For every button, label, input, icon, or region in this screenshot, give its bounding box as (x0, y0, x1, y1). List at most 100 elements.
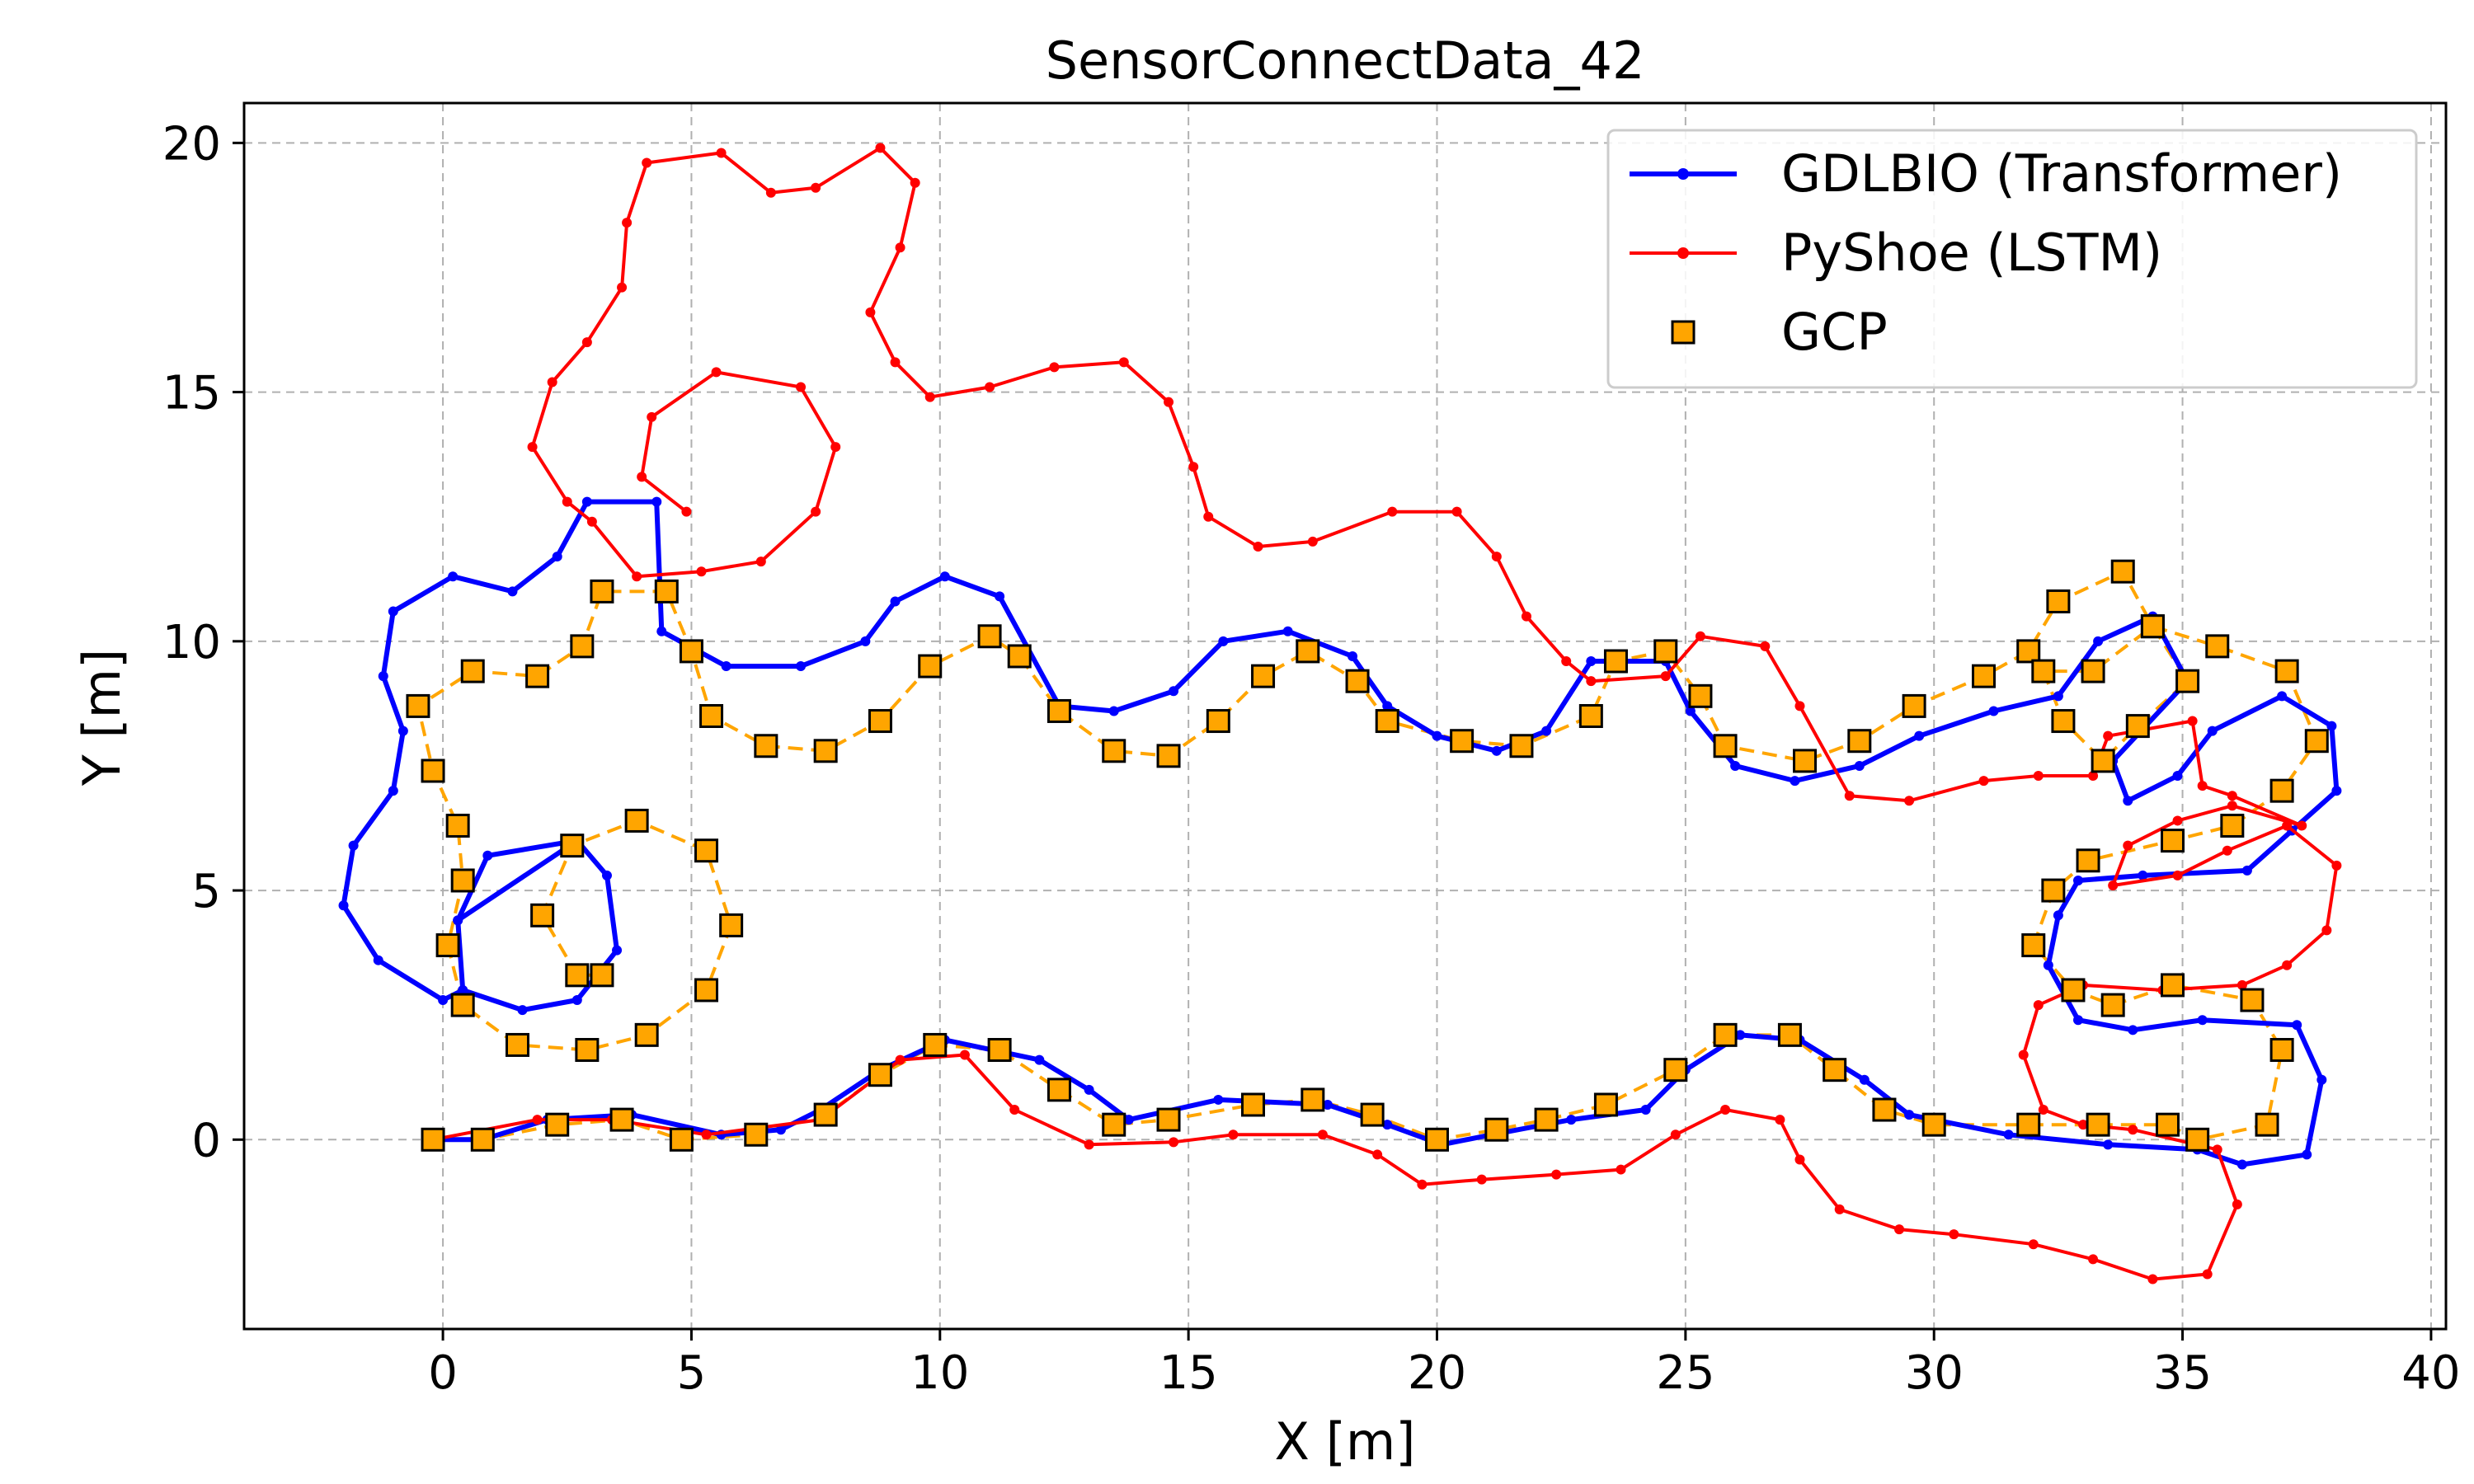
legend-marker-gdlbio (1677, 168, 1689, 180)
gcp-point (1823, 1058, 1847, 1082)
gdlbio-point (651, 496, 662, 507)
pyshoe-point (865, 307, 876, 317)
pyshoe-point (1228, 1129, 1239, 1140)
y-tick-label: 15 (162, 367, 221, 420)
gdlbio-point (2053, 910, 2063, 921)
gcp-point (2205, 634, 2230, 659)
gcp-point (868, 1063, 892, 1087)
gdlbio-point (1382, 701, 1393, 711)
pyshoe-point (617, 282, 628, 293)
pyshoe-point (1894, 1224, 1905, 1235)
gcp-point (754, 734, 778, 758)
gcp-point (1251, 664, 1276, 688)
gcp-point (1509, 734, 1534, 758)
pyshoe-point (586, 516, 597, 527)
gcp-point (1206, 709, 1230, 734)
pyshoe-point (2033, 1000, 2044, 1011)
pyshoe-point (2187, 716, 2198, 726)
pyshoe-point (1169, 1137, 1179, 1148)
gdlbio-point (612, 945, 623, 956)
gcp-point (560, 834, 585, 858)
pyshoe-point (2331, 860, 2342, 871)
pyshoe-point (985, 382, 995, 392)
gdlbio-point (1123, 1115, 1134, 1125)
gdlbio-point (860, 636, 871, 646)
gcp-point (2061, 978, 2086, 1003)
gcp-point (505, 1032, 529, 1057)
gcp-point (2100, 993, 2125, 1017)
gcp-point (1653, 639, 1678, 664)
pyshoe-point (716, 148, 727, 158)
gcp-point (2304, 729, 2329, 754)
gdlbio-point (1988, 706, 1999, 716)
gdlbio-point (1586, 656, 1597, 667)
gdlbio-point (1566, 1115, 1577, 1125)
gdlbio-point (2103, 1139, 2114, 1150)
gcp-point (2091, 749, 2115, 773)
pyshoe-point (562, 496, 572, 507)
gdlbio-point (2241, 865, 2252, 876)
gcp-point (669, 1127, 694, 1152)
gcp-point (1777, 1022, 1802, 1047)
gcp-point (2269, 1037, 2294, 1062)
pyshoe-point (637, 472, 647, 482)
gcp-point (2046, 589, 2071, 613)
gcp-point (2269, 778, 2294, 803)
gdlbio-point (397, 726, 408, 736)
gdlbio-point (458, 984, 468, 995)
pyshoe-point (1317, 1129, 1328, 1140)
pyshoe-point (2108, 881, 2119, 891)
pyshoe-point (642, 157, 652, 168)
gdlbio-point (388, 786, 398, 796)
pyshoe-point (2088, 771, 2099, 782)
gdlbio-point (775, 1125, 786, 1135)
gdlbio-point (2207, 726, 2218, 736)
gdlbio-point (2292, 1020, 2302, 1031)
gdlbio-point (2072, 1015, 2083, 1026)
gdlbio-point (1735, 1030, 1746, 1040)
pyshoe-point (2321, 925, 2332, 936)
gcp-point (2041, 878, 2066, 903)
gcp-point (813, 1102, 838, 1127)
gdlbio-point (2138, 870, 2148, 881)
gdlbio-point (2053, 691, 2063, 702)
gcp-point (2076, 848, 2100, 873)
gcp-point (1603, 649, 1628, 674)
gcp-point (694, 978, 719, 1003)
pyshoe-point (1695, 631, 1705, 641)
pyshoe-point (1521, 611, 1531, 622)
gcp-point (2110, 559, 2135, 584)
x-tick-label: 10 (910, 1346, 969, 1400)
gdlbio-point (1108, 706, 1119, 716)
gdlbio-point (601, 870, 612, 881)
pyshoe-point (1118, 357, 1129, 368)
gcp-point (719, 913, 744, 937)
gdlbio-point (2277, 691, 2288, 702)
gdlbio-point (1034, 1054, 1045, 1065)
gcp-point (575, 1037, 600, 1062)
gdlbio-point (378, 671, 388, 682)
pyshoe-point (2197, 781, 2208, 791)
gdlbio-point (581, 496, 592, 507)
gcp-point (1484, 1117, 1509, 1142)
gdlbio-point (995, 591, 1005, 602)
gdlbio-point (1218, 636, 1229, 646)
x-axis-label: X [m] (1275, 1411, 1416, 1472)
pyshoe-point (2033, 771, 2044, 782)
gdlbio-point (1790, 776, 1800, 787)
gcp-point (1360, 1102, 1385, 1127)
pyshoe-point (895, 242, 905, 253)
pyshoe-point (1387, 506, 1398, 517)
legend-marker-gcp (1671, 320, 1696, 345)
gcp-point (1902, 693, 1926, 718)
x-tick-label: 35 (2153, 1346, 2212, 1400)
gcp-point (609, 1107, 634, 1132)
gdlbio-point (507, 586, 518, 597)
gcp-point (1578, 704, 1603, 728)
x-tick-label: 15 (1159, 1346, 1218, 1400)
gdlbio-point (1859, 1074, 1870, 1085)
pyshoe-point (622, 218, 633, 228)
pyshoe-point (830, 442, 841, 453)
gcp-point (1240, 1092, 1265, 1117)
